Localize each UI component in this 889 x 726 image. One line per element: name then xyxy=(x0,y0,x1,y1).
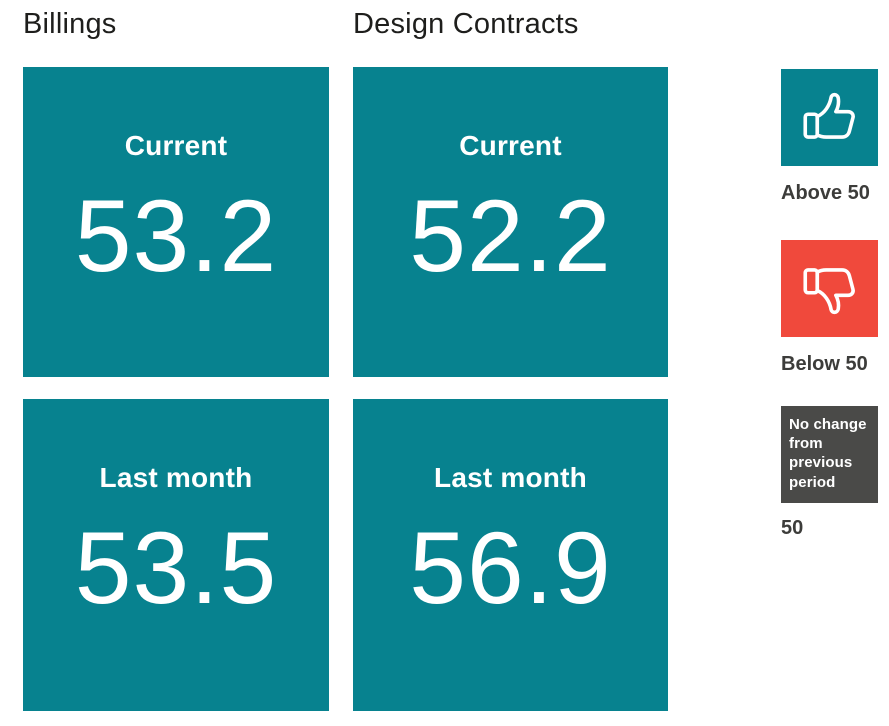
no-change-text: No change from previous period xyxy=(789,416,867,491)
tile-value: 56.9 xyxy=(409,511,612,625)
column-title-billings: Billings xyxy=(23,8,117,40)
above-50-swatch xyxy=(781,69,878,166)
tile-value: 53.5 xyxy=(74,511,278,625)
tile-value: 52.2 xyxy=(409,179,612,293)
no-change-swatch: No change from previous period xyxy=(781,406,878,503)
column-title-design-contracts: Design Contracts xyxy=(353,8,579,40)
tile-design-contracts-current: Current 52.2 xyxy=(353,67,668,377)
tile-label: Last month xyxy=(434,462,587,493)
above-50-label: Above 50 xyxy=(781,182,870,204)
tile-label: Last month xyxy=(99,462,253,493)
tile-value: 53.2 xyxy=(74,179,278,293)
legend: Above 50 Below 50 No change from previou… xyxy=(781,69,878,540)
tile-billings-current: Current 53.2 xyxy=(23,67,329,377)
tile-label: Current xyxy=(124,130,228,161)
thumbs-down-icon xyxy=(802,267,855,314)
below-50-label: Below 50 xyxy=(781,353,868,375)
tile-design-contracts-last-month: Last month 56.9 xyxy=(353,399,668,711)
thumbs-up-icon xyxy=(802,92,855,139)
no-change-value-label: 50 xyxy=(781,517,804,539)
tile-label: Current xyxy=(459,130,562,161)
tile-billings-last-month: Last month 53.5 xyxy=(23,399,329,711)
below-50-swatch xyxy=(781,240,878,337)
